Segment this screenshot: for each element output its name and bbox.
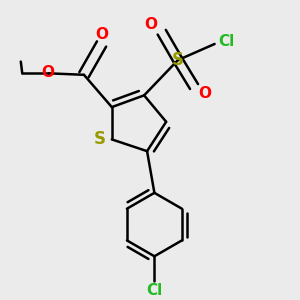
Text: Cl: Cl xyxy=(146,283,163,298)
Text: Cl: Cl xyxy=(218,34,235,49)
Text: S: S xyxy=(94,130,106,148)
Text: O: O xyxy=(144,17,157,32)
Text: S: S xyxy=(172,51,184,69)
Text: O: O xyxy=(42,65,55,80)
Text: O: O xyxy=(96,27,109,42)
Text: O: O xyxy=(199,86,212,101)
